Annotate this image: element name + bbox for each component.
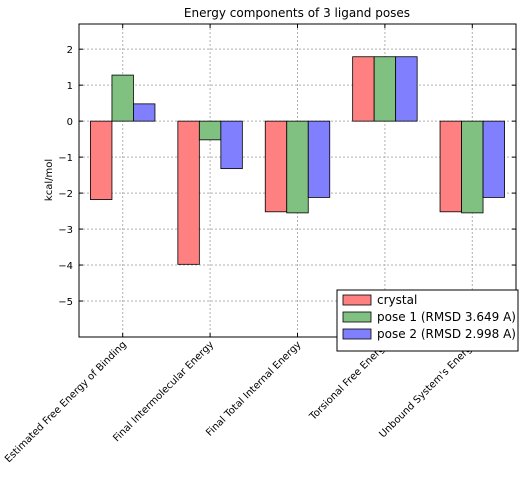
bar-pose-5 xyxy=(482,120,505,198)
bar-crystal-1 xyxy=(90,120,113,200)
y-tick-label: 1 xyxy=(67,81,73,92)
y-axis-label: kcal/mol xyxy=(44,159,55,201)
x-category-label: Final Intermolecular Energy xyxy=(111,339,216,444)
legend-label: pose 1 (RMSD 3.649 A) xyxy=(377,310,516,324)
bar-crystal-2 xyxy=(177,120,200,265)
legend-swatch xyxy=(342,328,372,340)
x-category-label: Unbound System's Energy xyxy=(377,339,478,440)
bar-crystal-5 xyxy=(439,120,462,213)
bar-pose-3 xyxy=(286,120,309,214)
bars-group xyxy=(90,56,505,265)
legend-label: crystal xyxy=(377,293,417,307)
legend: crystal pose 1 (RMSD 3.649 A) pose 2 (RMSD… xyxy=(336,289,519,352)
legend-swatch xyxy=(342,294,372,306)
chart-title: Energy components of 3 ligand poses xyxy=(184,6,410,20)
y-tick-label: 0 xyxy=(67,117,73,128)
x-category-label: Estimated Free Energy of Binding xyxy=(3,339,129,465)
bar-pose-1 xyxy=(111,74,134,122)
bar-crystal-4 xyxy=(352,56,375,122)
bar-pose-3 xyxy=(307,120,331,198)
x-category-label: Final Total Internal Energy xyxy=(204,339,303,438)
bar-pose-1 xyxy=(133,103,156,122)
x-category-label: Torsional Free Energy xyxy=(307,339,391,423)
bar-pose-4 xyxy=(395,56,418,122)
legend-swatch xyxy=(342,311,372,323)
y-axis-ticks: −5 −4 −3 −2 −1 0 1 2 xyxy=(58,45,516,308)
bar-pose-2 xyxy=(198,120,222,141)
y-tick-label: −2 xyxy=(58,189,73,200)
bar-pose-2 xyxy=(220,120,243,170)
y-tick-label: −1 xyxy=(58,153,73,164)
legend-label: pose 2 (RMSD 2.998 A) xyxy=(377,327,516,341)
y-tick-label: −4 xyxy=(58,261,73,272)
bar-crystal-3 xyxy=(264,120,288,213)
y-tick-label: −5 xyxy=(58,297,73,308)
plot-frame xyxy=(78,23,517,338)
y-tick-label: 2 xyxy=(67,45,73,56)
bar-pose-4 xyxy=(373,56,397,122)
y-tick-label: −3 xyxy=(58,225,73,236)
bar-pose-5 xyxy=(461,120,484,214)
